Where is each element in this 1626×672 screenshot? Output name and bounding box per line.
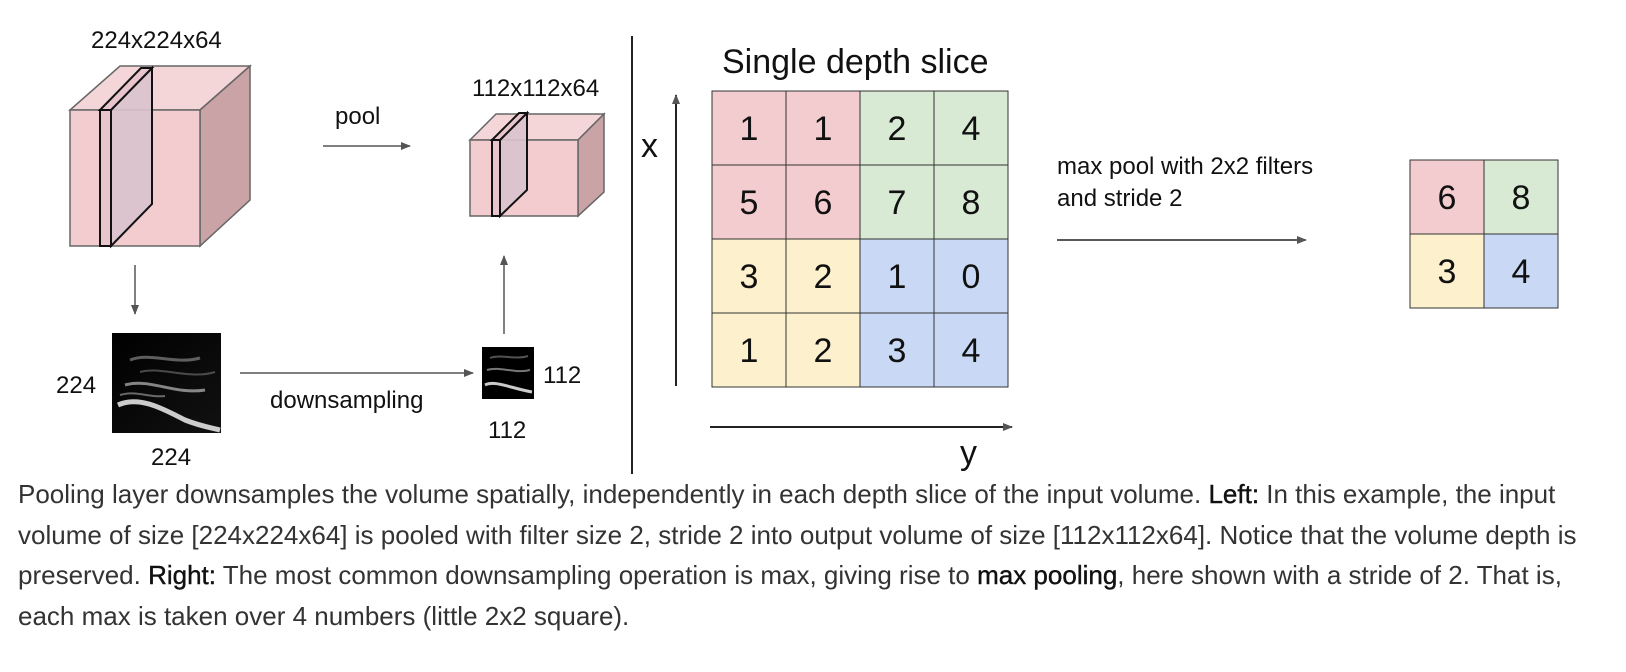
single-depth-slice-title: Single depth slice — [722, 43, 989, 81]
input-grid-value-0-0: 1 — [740, 110, 759, 148]
pool-label: pool — [335, 103, 380, 130]
depth-slice — [99, 109, 112, 247]
input-grid-cell-1-3 — [933, 164, 1009, 240]
input-grid-value-0-1: 1 — [814, 110, 833, 148]
output-slice-height-label: 112 — [543, 362, 581, 389]
input-grid-value-2-0: 3 — [740, 258, 759, 296]
input-grid-value-3-0: 1 — [740, 332, 759, 370]
caption-left-label: Left: — [1208, 479, 1260, 509]
output-grid: 6 8 3 4 — [1409, 159, 1559, 309]
input-volume-label: 224x224x64 — [91, 27, 222, 54]
output-grid-cell-1-1 — [1483, 233, 1559, 309]
caption-part-3: The most common downsampling operation i… — [216, 560, 978, 590]
input-grid-value-1-3: 8 — [962, 184, 981, 222]
op-description-line1: max pool with 2x2 filters — [1057, 153, 1313, 180]
output-grid-value-1-1: 4 — [1512, 253, 1531, 291]
input-grid: 1 1 2 4 5 6 7 8 3 2 1 0 1 2 3 4 — [711, 90, 1009, 388]
input-grid-value-2-3: 0 — [962, 258, 981, 296]
output-volume-label: 112x112x64 — [472, 75, 599, 102]
input-grid-cell-1-0 — [711, 164, 787, 240]
input-grid-cell-1-2 — [859, 164, 935, 240]
input-grid-value-1-0: 5 — [740, 184, 759, 222]
input-grid-cell-3-1 — [785, 312, 861, 388]
input-grid-value-1-1: 6 — [814, 184, 833, 222]
input-slice-width-label: 224 — [151, 444, 191, 471]
input-grid-cell-3-2 — [859, 312, 935, 388]
output-grid-cell-0-0 — [1409, 159, 1485, 235]
input-grid-value-3-3: 4 — [962, 332, 981, 370]
op-description-line2: and stride 2 — [1057, 185, 1182, 212]
output-slice-width-label: 112 — [488, 417, 526, 444]
pooling-diagram: 224x224x64 pool 112x112x64 224 224 downs… — [56, 27, 1559, 474]
input-grid-cell-3-0 — [711, 312, 787, 388]
input-grid-cell-2-2 — [859, 238, 935, 314]
input-slice-height-label: 224 — [56, 372, 96, 399]
figure-caption: Pooling layer downsamples the volume spa… — [18, 474, 1608, 636]
output-grid-value-0-1: 8 — [1512, 179, 1531, 217]
output-grid-value-1-0: 3 — [1438, 253, 1457, 291]
caption-part-1: Pooling layer downsamples the volume spa… — [18, 479, 1209, 509]
output-feature-map — [482, 347, 534, 399]
input-grid-cell-1-1 — [785, 164, 861, 240]
caption-part-2: In this example, the input volume of siz… — [18, 479, 1577, 590]
output-grid-cell-1-0 — [1409, 233, 1485, 309]
caption-part-4: , here shown with a stride of 2. That is… — [18, 560, 1562, 631]
input-grid-value-0-3: 4 — [962, 110, 981, 148]
input-grid-cell-0-2 — [859, 90, 935, 166]
input-grid-value-1-2: 7 — [888, 184, 907, 222]
input-volume-cube — [68, 64, 252, 249]
caption-right-label: Right: — [148, 560, 216, 590]
input-grid-value-2-2: 1 — [888, 258, 907, 296]
input-grid-cell-2-3 — [933, 238, 1009, 314]
input-grid-value-3-1: 2 — [814, 332, 833, 370]
output-grid-cell-0-1 — [1483, 159, 1559, 235]
input-feature-map — [112, 333, 221, 433]
caption-max-pooling: max pooling — [977, 560, 1118, 590]
x-axis-label: x — [641, 127, 658, 165]
input-grid-cell-0-3 — [933, 90, 1009, 166]
input-grid-cell-3-3 — [933, 312, 1009, 388]
input-grid-value-0-2: 2 — [888, 110, 907, 148]
downsampling-label: downsampling — [270, 387, 423, 414]
input-grid-value-2-1: 2 — [814, 258, 833, 296]
output-grid-value-0-0: 6 — [1438, 179, 1457, 217]
input-grid-value-3-2: 3 — [888, 332, 907, 370]
y-axis-label: y — [960, 434, 977, 472]
output-volume-cube — [468, 110, 606, 219]
input-grid-cell-2-0 — [711, 238, 787, 314]
